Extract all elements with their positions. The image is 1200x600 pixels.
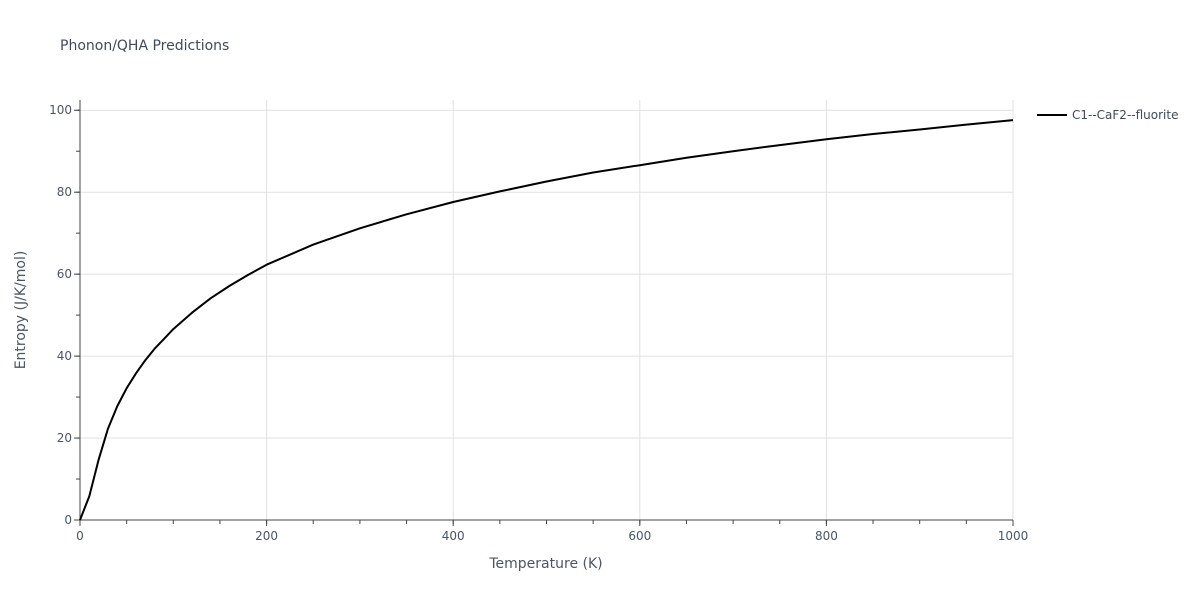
legend[interactable]: C1--CaF2--fluorite bbox=[1037, 108, 1178, 122]
series-layer bbox=[79, 119, 1014, 521]
y-axis-title: Entropy (J/K/mol) bbox=[13, 251, 29, 370]
axes bbox=[76, 100, 1014, 524]
x-axis-ticks: 0 200 400 600 800 1000 bbox=[76, 520, 1028, 543]
y-tick-label: 20 bbox=[57, 431, 72, 445]
x-tick-label: 400 bbox=[442, 529, 465, 543]
legend-label: C1--CaF2--fluorite bbox=[1072, 108, 1178, 122]
x-tick-label: 800 bbox=[815, 529, 838, 543]
chart-title: Phonon/QHA Predictions bbox=[60, 38, 229, 54]
y-axis-ticks: 0 20 40 60 80 100 bbox=[49, 103, 80, 527]
grid-lines bbox=[80, 100, 1014, 520]
x-tick-label: 600 bbox=[628, 529, 651, 543]
x-axis-title: Temperature (K) bbox=[488, 556, 602, 572]
x-tick-label: 1000 bbox=[998, 529, 1029, 543]
x-tick-label: 0 bbox=[76, 529, 84, 543]
y-tick-label: 60 bbox=[57, 267, 72, 281]
x-tick-label: 200 bbox=[255, 529, 278, 543]
y-tick-label: 80 bbox=[57, 185, 72, 199]
y-tick-label: 0 bbox=[64, 513, 72, 527]
y-tick-label: 40 bbox=[57, 349, 72, 363]
y-tick-label: 100 bbox=[49, 103, 72, 117]
series-line-C1--CaF2--fluorite bbox=[79, 119, 1014, 521]
